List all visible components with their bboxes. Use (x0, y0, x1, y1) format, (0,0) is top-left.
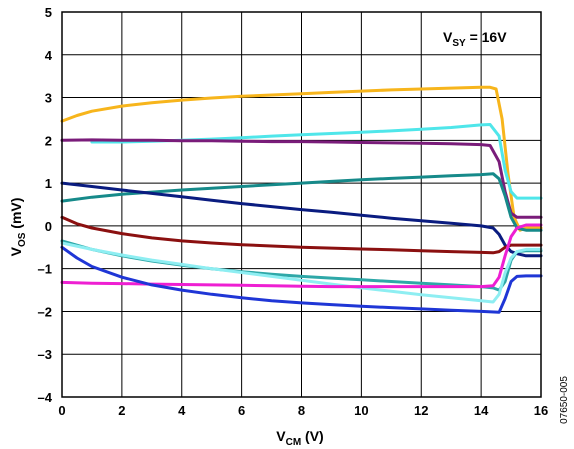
plot-frame (61, 11, 542, 398)
y-tick-label: –2 (38, 304, 52, 319)
x-tick-label: 2 (118, 403, 125, 418)
x-tick-label: 8 (298, 403, 305, 418)
series-line-8 (60, 241, 543, 304)
series-line-2 (90, 123, 543, 200)
y-tick-label: 5 (45, 5, 52, 20)
y-tick-label: –1 (38, 262, 52, 277)
series-line-4 (60, 172, 543, 232)
y-tick-label: 2 (45, 133, 52, 148)
y-tick-labels: –4 –3 –2 –1 0 1 2 3 4 5 (38, 5, 53, 405)
y-tick-label: 3 (45, 91, 52, 106)
y-axis-title: VOS (mV) (8, 198, 28, 257)
y-tick-label: 4 (45, 48, 53, 63)
series-line-9 (60, 223, 543, 289)
x-tick-label: 16 (534, 403, 548, 418)
x-tick-label: 10 (354, 403, 368, 418)
y-tick-label: 0 (45, 219, 52, 234)
y-tick-label: 1 (45, 176, 52, 191)
x-tick-label: 4 (178, 403, 186, 418)
x-tick-label: 12 (414, 403, 428, 418)
x-axis-title: VCM (V) (276, 428, 323, 448)
y-tick-label: –4 (38, 390, 53, 405)
x-tick-label: 14 (474, 403, 489, 418)
y-tick-label: –3 (38, 347, 52, 362)
series-group (60, 85, 543, 314)
x-tick-labels: 0 2 4 6 8 10 12 14 16 (58, 403, 548, 418)
x-tick-label: 6 (238, 403, 245, 418)
series-line-10 (60, 245, 543, 314)
x-tick-label: 0 (58, 403, 65, 418)
figure-id: 07650-005 (559, 376, 570, 424)
grid (61, 11, 542, 398)
supply-voltage-annotation: VSY = 16V (443, 29, 507, 49)
